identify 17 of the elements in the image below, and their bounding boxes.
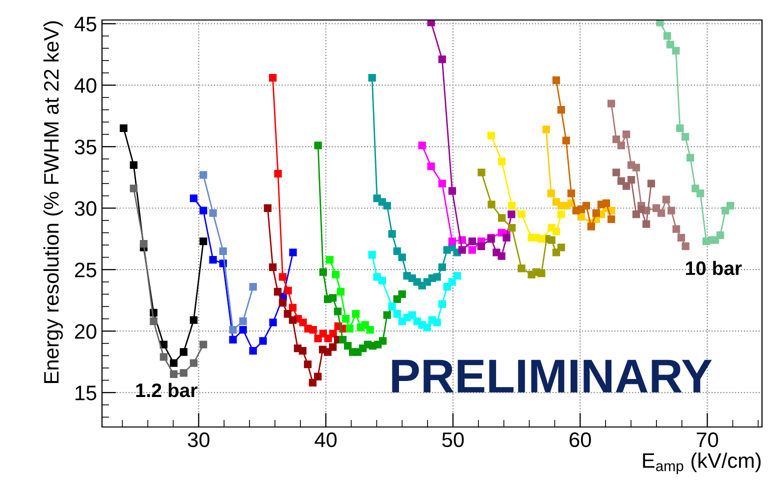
x-tick-label: 60 [570,432,591,448]
annotation: PRELIMINARY [392,360,712,392]
y-axis-title: Energy resolution (% FWHM at 22 keV) [43,21,63,383]
x-tick-label: 40 [314,432,337,448]
x-tick-label: 50 [442,432,464,448]
annotation: 1.2 bar [136,382,198,398]
y-tick-label: 45 [74,16,96,32]
y-tick-label: 30 [74,201,96,216]
y-tick-label: 20 [75,324,96,339]
x-axis-title: E$_{amp}$ (kV/cm) [643,452,761,474]
y-tick-label: 15 [76,386,96,400]
annotation: 10 bar [686,260,742,276]
y-tick-label: 35 [74,140,96,154]
x-tick-label: 30 [188,432,210,448]
y-tick-label: 40 [74,78,96,93]
x-tick-label: 70 [696,432,718,448]
y-tick-label: 25 [75,262,96,278]
